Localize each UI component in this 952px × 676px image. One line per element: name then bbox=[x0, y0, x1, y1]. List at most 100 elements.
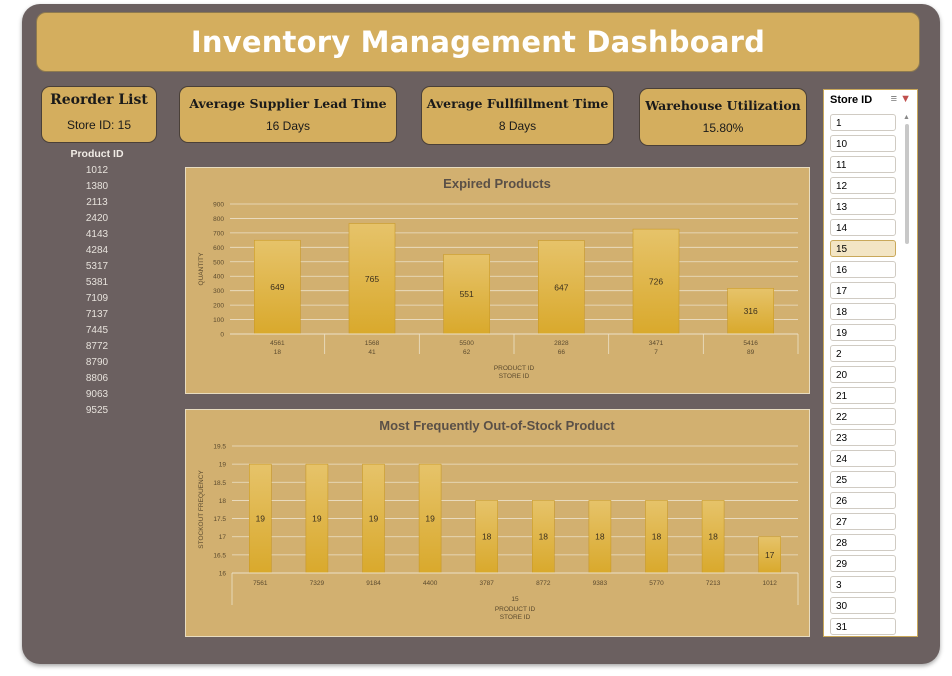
x-tick-label: 5500 bbox=[459, 340, 474, 347]
x-tick-label: 5416 bbox=[743, 340, 758, 347]
x-tick-label-store: 18 bbox=[274, 349, 282, 356]
fulfillment-value: 8 Days bbox=[498, 119, 537, 133]
slicer-item-29[interactable]: 29 bbox=[830, 555, 896, 572]
y-tick-label: 800 bbox=[213, 216, 224, 223]
scroll-thumb[interactable] bbox=[905, 124, 909, 244]
y-tick-label: 18.5 bbox=[213, 480, 226, 487]
slicer-item-1[interactable]: 1 bbox=[830, 114, 896, 131]
y-tick-label: 900 bbox=[213, 202, 224, 209]
x-tick-label: 1568 bbox=[365, 340, 380, 347]
slicer-item-17[interactable]: 17 bbox=[830, 282, 896, 299]
slicer-item-12[interactable]: 12 bbox=[830, 177, 896, 194]
slicer-item-22[interactable]: 22 bbox=[830, 408, 896, 425]
x-tick-label: 2828 bbox=[554, 340, 569, 347]
slicer-item-24[interactable]: 24 bbox=[830, 450, 896, 467]
y-tick-label: 600 bbox=[213, 245, 224, 252]
slicer-scrollbar[interactable]: ▲ bbox=[903, 114, 912, 630]
y-tick-label: 19 bbox=[219, 462, 227, 469]
reorder-list-item: 5381 bbox=[85, 277, 109, 288]
reorder-list-item: 8806 bbox=[85, 373, 109, 384]
chart-title: Most Frequently Out-of-Stock Product bbox=[379, 418, 615, 433]
y-tick-label: 400 bbox=[213, 274, 224, 281]
bar bbox=[254, 239, 301, 335]
y-tick-label: 200 bbox=[213, 303, 224, 310]
x-tick-label-store: 66 bbox=[558, 349, 566, 356]
y-tick-label: 16.5 bbox=[213, 552, 226, 559]
slicer-item-26[interactable]: 26 bbox=[830, 492, 896, 509]
reorder-list-item: 7137 bbox=[85, 309, 109, 320]
slicer-item-31[interactable]: 31 bbox=[830, 618, 896, 635]
x-axis-label: PRODUCT ID bbox=[495, 606, 536, 613]
slicer-item-13[interactable]: 13 bbox=[830, 198, 896, 215]
group-label: 15 bbox=[511, 596, 519, 603]
reorder-product-list: Product ID 1012 1380 2113 2420 4143 4284… bbox=[62, 148, 132, 419]
x-tick-label: 9184 bbox=[366, 580, 381, 587]
slicer-title: Store ID bbox=[830, 94, 873, 106]
slicer-item-list: 1 10 11 12 13 14 15 16 17 18 19 2 20 21 22 23 24 25 26 27 28… bbox=[830, 114, 896, 639]
reorder-list-item: 1380 bbox=[85, 181, 109, 192]
data-label: 18 bbox=[708, 532, 718, 542]
y-tick-label: 300 bbox=[213, 288, 224, 295]
data-label: 765 bbox=[365, 274, 379, 284]
data-label: 18 bbox=[539, 532, 549, 542]
x-tick-label: 7561 bbox=[253, 580, 268, 587]
slicer-toolbar: ≡ ▼ bbox=[891, 93, 911, 105]
x-tick-label: 4561 bbox=[270, 340, 285, 347]
fulfillment-card: Average Fullfillment Time 8 Days bbox=[421, 86, 614, 145]
x-tick-label: 7213 bbox=[706, 580, 721, 587]
y-tick-label: 17 bbox=[219, 534, 227, 541]
x-tick-label-store: 41 bbox=[368, 349, 376, 356]
slicer-item-21[interactable]: 21 bbox=[830, 387, 896, 404]
clear-filter-icon[interactable]: ▼ bbox=[900, 93, 911, 105]
slicer-item-15[interactable]: 15 bbox=[830, 240, 896, 257]
reorder-list-item: 2420 bbox=[85, 213, 109, 224]
store-id-slicer[interactable]: Store ID ≡ ▼ 1 10 11 12 13 14 15 16 17 18 19 2 20 21 2… bbox=[823, 89, 918, 637]
slicer-item-16[interactable]: 16 bbox=[830, 261, 896, 278]
slicer-item-20[interactable]: 20 bbox=[830, 366, 896, 383]
y-axis-label: QUANTITY bbox=[198, 252, 205, 286]
lead-time-card: Average Supplier Lead Time 16 Days bbox=[179, 86, 397, 143]
data-label: 18 bbox=[595, 532, 605, 542]
y-tick-label: 16 bbox=[219, 571, 227, 578]
y-tick-label: 500 bbox=[213, 259, 224, 266]
data-label: 19 bbox=[312, 514, 322, 524]
y-tick-label: 17.5 bbox=[213, 516, 226, 523]
stockout-svg: Most Frequently Out-of-Stock Product 16 16… bbox=[198, 418, 799, 621]
data-label: 726 bbox=[649, 277, 663, 287]
reorder-list-item: 8790 bbox=[85, 357, 109, 368]
y-tick-label: 100 bbox=[213, 317, 224, 324]
dashboard-title: Inventory Management Dashboard bbox=[190, 25, 766, 59]
data-label: 18 bbox=[652, 532, 662, 542]
reorder-list-item: 8772 bbox=[85, 341, 109, 352]
reorder-list-title: Reorder List bbox=[50, 92, 148, 108]
expired-products-svg: Expired Products 0 100 200 300 400 500 600 700 80… bbox=[198, 176, 799, 380]
slicer-item-25[interactable]: 25 bbox=[830, 471, 896, 488]
y-tick-label: 700 bbox=[213, 230, 224, 237]
slicer-item-2[interactable]: 2 bbox=[830, 345, 896, 362]
slicer-item-10[interactable]: 10 bbox=[830, 135, 896, 152]
slicer-item-3[interactable]: 3 bbox=[830, 576, 896, 593]
slicer-item-18[interactable]: 18 bbox=[830, 303, 896, 320]
slicer-item-14[interactable]: 14 bbox=[830, 219, 896, 236]
x-axis-label: PRODUCT ID bbox=[494, 365, 535, 372]
y-tick-label: 0 bbox=[220, 332, 224, 339]
bar bbox=[727, 288, 774, 335]
data-label: 19 bbox=[256, 514, 266, 524]
x-tick-label-store: 89 bbox=[747, 349, 755, 356]
x-tick-label: 7329 bbox=[310, 580, 325, 587]
warehouse-title: Warehouse Utilization bbox=[645, 98, 801, 113]
slicer-item-28[interactable]: 28 bbox=[830, 534, 896, 551]
slicer-item-23[interactable]: 23 bbox=[830, 429, 896, 446]
multi-select-icon[interactable]: ≡ bbox=[890, 93, 898, 105]
warehouse-value: 15.80% bbox=[702, 121, 744, 135]
reorder-list-card: Reorder List Store ID: 15 bbox=[41, 86, 157, 143]
slicer-item-30[interactable]: 30 bbox=[830, 597, 896, 614]
slicer-item-11[interactable]: 11 bbox=[830, 156, 896, 173]
slicer-item-19[interactable]: 19 bbox=[830, 324, 896, 341]
lead-time-title: Average Supplier Lead Time bbox=[189, 96, 387, 111]
data-label: 316 bbox=[744, 306, 758, 316]
x-axis-label-2: STORE ID bbox=[499, 373, 530, 380]
scroll-up-icon[interactable]: ▲ bbox=[903, 114, 910, 121]
slicer-item-27[interactable]: 27 bbox=[830, 513, 896, 530]
x-tick-label-store: 7 bbox=[654, 349, 658, 356]
